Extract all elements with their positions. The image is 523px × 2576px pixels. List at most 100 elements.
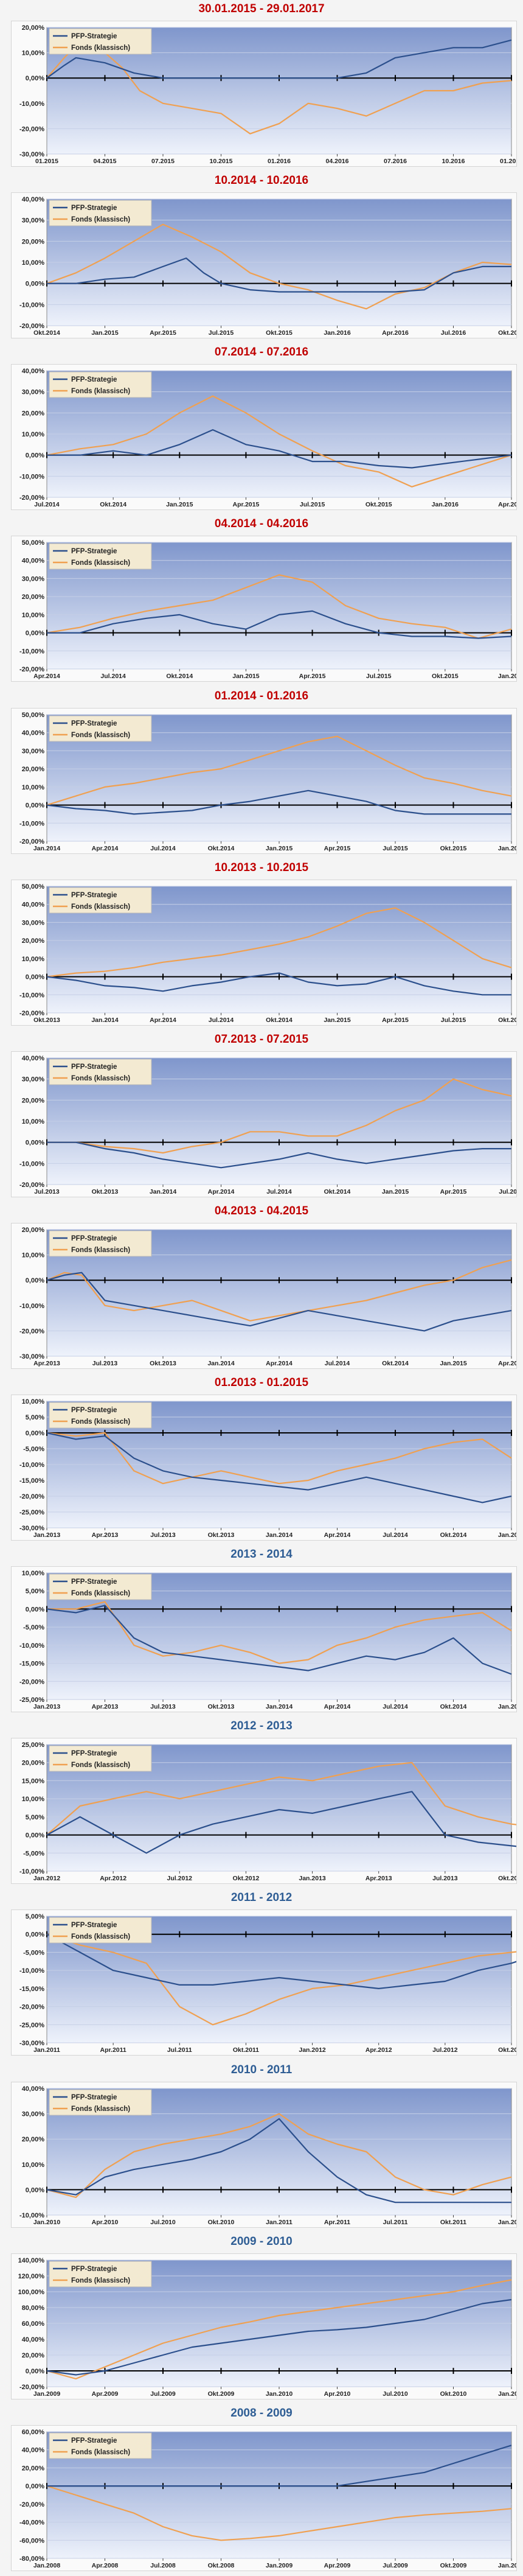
y-tick-label: -30,00% [19,151,44,158]
x-tick-label: Okt.2013 [498,1875,516,1882]
legend-label-fund: Fonds (klassisch) [71,1075,130,1082]
chart-title: 2009 - 2010 [230,2235,293,2248]
y-tick-label: 80,00% [22,2305,45,2312]
x-tick-label: Jan.2008 [33,2562,61,2569]
y-tick-label: -10,00% [19,1461,44,1469]
x-tick-label: Okt.2013 [92,1188,119,1195]
x-tick-label: Jul.2013 [150,1703,176,1710]
x-tick-label: Jan.2010 [33,2219,61,2226]
x-tick-label: Okt.2009 [440,2562,467,2569]
chart-plot: 40,00% 30,00% 20,00% 10,00% 0,00% -10,00% -20,… [11,364,517,511]
fund-series-line [46,2485,512,2541]
x-tick-label: Okt.2012 [498,2046,516,2054]
legend-label-fund: Fonds (klassisch) [71,2449,130,2456]
y-tick-label: 10,00% [22,612,45,619]
x-tick-label: Okt.2014 [208,845,235,852]
x-tick-label: Jan.2010 [498,2562,516,2569]
line-chart: 50,00% 40,00% 30,00% 20,00% 10,00% 0,00% -10,0… [19,712,516,852]
legend: PFP-Strategie Fonds (klassisch) [49,2261,152,2287]
legend-label-strategy: PFP-Strategie [71,2266,117,2273]
chart-panel: 04.2013 - 04.2015 20,00% 10,00% 0,00% -10,00… [0,1202,523,1374]
legend-box [49,1402,152,1429]
line-chart: 50,00% 40,00% 30,00% 20,00% 10,00% 0,00% -10,0… [19,883,516,1024]
y-tick-label: 10,00% [22,259,45,267]
legend-label-fund: Fonds (klassisch) [71,1762,130,1769]
y-tick-label: 0,00% [26,630,44,637]
chart-plot: 40,00% 30,00% 20,00% 10,00% 0,00% -10,00% -20,… [11,192,517,339]
x-tick-label: Jan.2012 [498,2219,516,2226]
y-tick-label: -10,00% [19,1968,44,1975]
x-tick-label: Apr.2014 [33,673,60,680]
y-tick-label: -20,00% [19,1493,44,1500]
x-tick-label: Jul.2015 [441,1017,466,1024]
y-tick-label: 5,00% [26,1414,44,1421]
y-tick-label: -15,00% [19,1986,44,1993]
x-tick-label: Jan.2014 [266,1703,293,1710]
legend: PFP-Strategie Fonds (klassisch) [49,887,152,914]
x-tick-label: 01.2015 [35,158,58,165]
x-tick-label: Apr.2012 [100,1875,126,1882]
chart-title: 10.2013 - 10.2015 [214,861,309,874]
x-tick-label: Okt.2013 [208,1531,235,1539]
legend: PFP-Strategie Fonds (klassisch) [49,2089,152,2116]
legend-box [49,1573,152,1600]
x-tick-label: 10.2016 [442,158,465,165]
x-tick-label: Okt.2014 [33,329,60,337]
legend: PFP-Strategie Fonds (klassisch) [49,200,152,226]
chart-panel: 10.2013 - 10.2015 50,00% 40,00% 30,00% 20,00… [0,859,523,1031]
y-tick-label: -30,00% [19,1353,44,1360]
y-tick-label: -10,00% [19,474,44,481]
y-tick-label: 5,00% [26,1913,44,1920]
x-tick-label: Jul.2014 [383,1703,408,1710]
x-tick-label: Jul.2012 [432,2046,458,2054]
x-tick-label: Jul.2010 [383,2390,408,2398]
x-tick-label: Okt.2014 [440,1703,467,1710]
chart-panel: 07.2014 - 07.2016 40,00% 30,00% 20,00% 10,00… [0,343,523,515]
y-tick-label: 40,00% [22,2447,45,2454]
x-tick-label: Apr.2010 [92,2219,119,2226]
y-tick-label: -10,00% [19,1642,44,1650]
legend-label-strategy: PFP-Strategie [71,2094,117,2101]
x-tick-label: Okt.2013 [150,1360,176,1367]
fund-series-line [46,574,512,639]
legend-label-strategy: PFP-Strategie [71,1922,117,1929]
x-tick-label: Jan.2016 [498,845,516,852]
y-tick-label: 60,00% [22,2429,45,2436]
y-tick-label: -20,00% [19,2384,44,2391]
chart-title: 04.2014 - 04.2016 [214,517,309,531]
x-tick-label: Jul.2013 [92,1360,118,1367]
y-tick-label: -5,00% [23,1850,44,1858]
strategy-series-line [46,2118,511,2203]
line-chart: 60,00% 40,00% 20,00% 0,00% -20,00% -40,00% -60… [19,2429,516,2569]
fund-series-line [46,2113,512,2198]
x-tick-label: Okt.2012 [233,1875,260,1882]
y-tick-label: -20,00% [19,125,44,133]
y-tick-label: 40,00% [22,196,45,203]
chart-panel: 2013 - 2014 10,00% 5,00% 0,00% -5,00% -10,00%… [0,1545,523,1717]
legend-label-strategy: PFP-Strategie [71,1407,117,1414]
x-tick-label: Jan.2014 [150,1188,177,1195]
y-tick-label: -10,00% [19,301,44,309]
x-tick-label: Jul.2015 [499,1188,516,1195]
legend-box [49,543,152,570]
x-tick-label: Okt.2011 [440,2219,466,2226]
legend-label-strategy: PFP-Strategie [71,2437,117,2445]
y-tick-label: 20,00% [22,2465,45,2472]
x-tick-label: Jul.2015 [383,845,408,852]
x-tick-label: Apr.2014 [266,1360,293,1367]
chart-plot: 5,00% 0,00% -5,00% -10,00% -15,00% -20,00% -25… [11,1909,517,2056]
chart-plot: 10,00% 5,00% 0,00% -5,00% -10,00% -15,00% -20,… [11,1395,517,1541]
y-tick-label: 10,00% [22,956,45,963]
legend: PFP-Strategie Fonds (klassisch) [49,715,152,742]
chart-plot: 25,00% 20,00% 15,00% 10,00% 5,00% 0,00% -5,00%… [11,1738,517,1885]
y-tick-label: 25,00% [22,1741,45,1749]
x-tick-label: Okt.2014 [100,501,126,508]
chart-title: 07.2013 - 07.2015 [214,1032,309,1046]
strategy-series-line [46,1605,512,1675]
x-tick-label: Apr.2015 [440,1188,467,1195]
y-tick-label: 40,00% [22,729,45,737]
x-tick-label: Okt.2010 [440,2390,467,2398]
y-tick-label: 20,00% [22,766,45,773]
x-tick-label: Jan.2016 [432,501,459,508]
x-tick-label: Okt.2013 [208,1703,235,1710]
